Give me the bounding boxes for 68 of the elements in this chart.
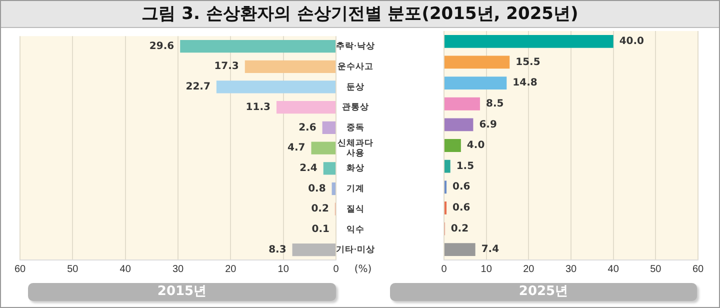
data-label: 1.5 <box>456 160 474 172</box>
x-tick-label: 10 <box>480 264 492 275</box>
data-label: 4.7 <box>288 142 306 154</box>
bar <box>444 118 474 132</box>
data-label: 22.7 <box>186 82 210 93</box>
bar <box>180 40 336 53</box>
y-tick-label: 익수 <box>346 224 364 234</box>
data-label: 11.3 <box>246 102 271 113</box>
bar <box>323 162 336 175</box>
x-tick-label: 30 <box>565 264 577 275</box>
x-tick-label: 40 <box>608 264 620 275</box>
y-tick-label: 둔상 <box>346 81 364 92</box>
data-label: 14.8 <box>512 78 538 89</box>
data-label: 0.2 <box>450 223 469 234</box>
data-label: 7.4 <box>481 244 500 256</box>
bar <box>444 139 461 152</box>
data-label: 4.0 <box>466 140 485 152</box>
x-tick-label: 0 <box>441 264 448 275</box>
bar <box>444 97 480 110</box>
y-tick-label: 중독 <box>346 122 364 132</box>
x-tick-label: 50 <box>650 264 662 275</box>
y-tick-label: 관통상 <box>342 102 369 112</box>
x-tick-label: 20 <box>523 264 535 275</box>
y-tick-label: 기계 <box>346 183 364 194</box>
x-tick-label: 40 <box>120 264 132 275</box>
bar <box>276 101 336 114</box>
y-tick-label: 운수사고 <box>337 60 374 71</box>
bar <box>244 60 336 73</box>
bar <box>444 76 507 90</box>
data-label: 17.3 <box>214 61 239 72</box>
x-axis-title: 2025년 <box>390 283 697 301</box>
data-label: 0.8 <box>308 183 326 194</box>
x-tick-label: 60 <box>692 264 704 275</box>
y-tick-label: 화상 <box>346 162 364 173</box>
x-tick-label: 20 <box>225 264 237 275</box>
y-tick-label: 추락·낙상 <box>336 40 375 51</box>
x-tick-label: 10 <box>278 264 290 275</box>
data-label: 8.3 <box>268 244 286 256</box>
bar <box>444 56 510 69</box>
data-label: 15.5 <box>516 56 540 68</box>
data-label: 8.5 <box>486 98 504 110</box>
chart-title: 그림 3. 손상환자의 손상기전별 분포(2015년, 2025년) <box>1 1 719 28</box>
data-label: 2.4 <box>300 163 318 174</box>
bar <box>322 121 336 134</box>
data-label: 0.6 <box>452 182 470 193</box>
y-tick-label: 신체과다 사용 <box>337 137 374 158</box>
bar <box>311 142 336 154</box>
data-label: 29.6 <box>149 40 174 52</box>
data-label: 0.2 <box>311 204 329 215</box>
y-tick-label: 기타·미상 <box>336 244 375 254</box>
bar <box>444 160 450 173</box>
y-tick-label: 질식 <box>346 203 364 214</box>
data-label: 2.6 <box>298 122 316 134</box>
x-tick-label: 50 <box>67 264 79 275</box>
x-tick-label: 0 <box>333 264 340 275</box>
data-label: 0.6 <box>452 202 470 214</box>
bar <box>216 80 336 94</box>
x-tick-label: 30 <box>172 264 184 275</box>
data-label: 40.0 <box>619 36 644 48</box>
bar <box>444 34 614 48</box>
data-label: 6.9 <box>479 119 497 130</box>
bar <box>332 182 336 196</box>
bar <box>444 243 476 256</box>
bar <box>292 244 336 256</box>
x-tick-label: 60 <box>14 264 26 275</box>
data-label: 0.1 <box>312 224 330 236</box>
text: (%) <box>354 264 372 275</box>
x-axis-title: 2015년 <box>28 283 336 301</box>
